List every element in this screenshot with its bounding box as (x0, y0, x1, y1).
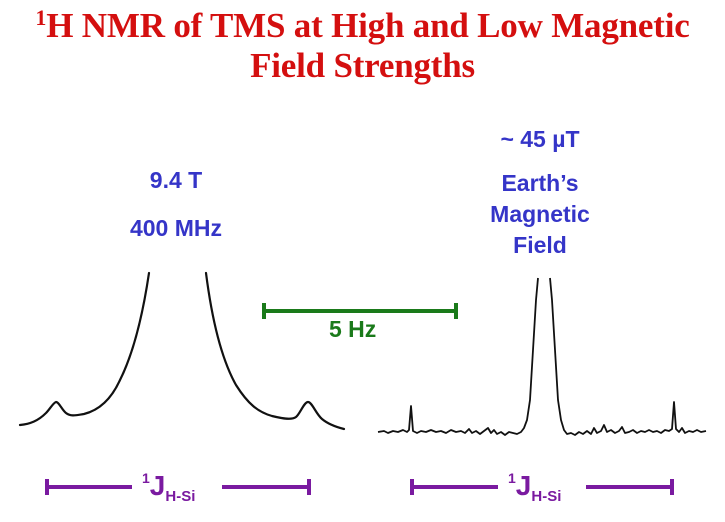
low-field-desc-1: Earth’s (501, 170, 579, 196)
low-field-label: ~ 45 µT Earth’s Magnetic Field (460, 124, 620, 261)
title-line-2: Field Strengths (250, 46, 475, 85)
j-coupling-bar-right (410, 479, 674, 495)
title-line-1: 1H NMR of TMS at High and Low Magnetic (35, 5, 690, 45)
high-field-strength: 9.4 T (149, 167, 203, 193)
j-coupling-label-left: 1JH-Si (142, 470, 196, 505)
low-field-strength: ~ 45 µT (500, 126, 580, 152)
high-field-frequency: 400 MHz (129, 215, 223, 241)
low-field-desc-2: Magnetic (490, 201, 590, 227)
j-coupling-label-right: 1JH-Si (508, 470, 562, 505)
low-field-spectrum-trace (377, 277, 707, 436)
scale-bar-5hz (262, 303, 458, 319)
title-superscript: 1 (35, 5, 47, 30)
low-field-desc-3: Field (513, 232, 567, 258)
high-field-spectrum-trace-right (204, 271, 346, 431)
high-field-label: 9.4 T 400 MHz (96, 165, 256, 244)
figure-title: 1H NMR of TMS at High and Low Magnetic F… (0, 6, 725, 86)
scale-bar-label: 5 Hz (329, 316, 377, 342)
high-field-spectrum-trace (18, 271, 151, 427)
j-coupling-bar-left (45, 479, 311, 495)
